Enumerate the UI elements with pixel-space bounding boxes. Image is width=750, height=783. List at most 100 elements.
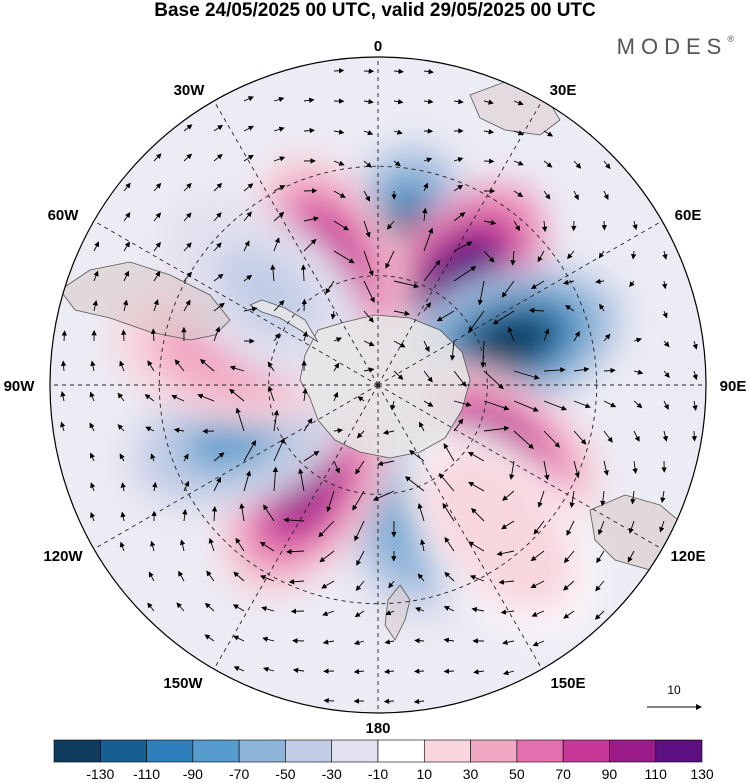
wind-arrow	[333, 220, 349, 231]
wind-arrow	[628, 520, 635, 534]
anomaly-shade-neg-60e	[472, 317, 547, 367]
wind-arrow	[467, 451, 485, 462]
wind-arrow	[302, 388, 308, 402]
vector-reference-label: 10	[667, 683, 681, 697]
wind-arrow	[417, 573, 425, 582]
wind-arrow	[513, 370, 540, 380]
wind-arrow	[404, 476, 425, 492]
colorbar-swatch	[53, 739, 101, 763]
wind-arrow	[573, 331, 580, 342]
wind-arrow	[363, 250, 374, 277]
wind-arrow	[595, 278, 605, 285]
colorbar	[53, 739, 703, 763]
wind-arrow	[60, 360, 67, 372]
wind-arrow	[630, 250, 637, 260]
wind-arrow	[213, 153, 223, 162]
wind-arrow	[183, 124, 193, 132]
wind-arrow	[117, 392, 125, 402]
wind-arrow	[90, 511, 96, 522]
wind-arrow	[423, 98, 434, 105]
wind-arrow	[323, 698, 335, 704]
wind-arrow	[213, 452, 225, 462]
colorbar-swatch	[377, 739, 425, 763]
wind-arrow	[453, 418, 464, 432]
wind-arrow	[333, 68, 345, 74]
wind-arrow	[326, 490, 335, 513]
meridian-line	[93, 384, 379, 550]
wind-arrow	[599, 303, 605, 312]
wind-arrow	[261, 606, 275, 612]
wind-arrow	[213, 326, 221, 342]
wind-arrow	[537, 490, 545, 508]
wind-arrow	[303, 216, 319, 222]
meridian-line	[93, 220, 379, 386]
wind-arrow	[273, 437, 285, 462]
lon-label-150w: 150W	[163, 675, 203, 692]
wind-arrow	[501, 280, 515, 298]
wind-arrow	[503, 669, 515, 676]
wind-arrow	[543, 190, 551, 200]
wind-arrow	[363, 310, 374, 323]
wind-arrow	[413, 698, 425, 705]
wind-arrow	[352, 490, 365, 511]
wind-arrow	[235, 407, 245, 432]
wind-arrow	[147, 602, 155, 612]
wind-arrow	[89, 452, 95, 462]
wind-arrow	[444, 571, 455, 582]
wind-arrow	[213, 212, 222, 222]
wind-arrow	[384, 639, 395, 645]
map-boundary	[49, 56, 707, 714]
colorbar-tick-label: -70	[229, 766, 250, 782]
wind-arrow	[573, 430, 587, 445]
wind-arrow	[420, 539, 426, 552]
wind-arrow	[322, 610, 335, 617]
wind-arrow	[468, 541, 485, 552]
wind-arrow	[513, 130, 524, 136]
wind-arrow	[573, 400, 591, 409]
wind-arrow	[633, 400, 643, 409]
wind-arrow	[123, 241, 130, 252]
lon-label-180: 180	[365, 720, 390, 737]
wind-arrow	[453, 241, 473, 252]
wind-arrow	[632, 460, 638, 474]
wind-arrow	[543, 430, 561, 448]
meridian-line	[377, 384, 663, 550]
wind-arrow	[270, 264, 276, 282]
wind-arrow	[632, 220, 638, 231]
colorbar-swatch	[470, 739, 518, 763]
wind-arrow	[213, 124, 224, 132]
wind-arrow	[363, 98, 374, 105]
wind-arrow	[438, 473, 455, 492]
page-title: Base 24/05/2025 00 UTC, valid 29/05/2025…	[154, 0, 596, 21]
wind-arrow	[204, 634, 215, 642]
wind-arrow	[267, 361, 275, 372]
wind-arrow	[662, 250, 668, 260]
wind-arrow	[468, 310, 485, 333]
wind-arrow	[498, 579, 515, 585]
wind-arrow	[206, 570, 215, 582]
vector-reference-key: 10	[647, 683, 702, 710]
colorbar-tick-label: 50	[509, 766, 525, 782]
wind-arrow	[471, 606, 485, 613]
wind-arrow	[173, 427, 185, 433]
wind-arrow	[354, 610, 365, 618]
colorbar-tick-label: -110	[133, 766, 161, 782]
longitude-labels: 0 180 90W 90E 30W 30E 60W 60E 120W 120E …	[4, 38, 747, 737]
colorbar-swatch	[655, 739, 703, 763]
colorbar-swatch	[192, 739, 240, 763]
wind-arrow	[543, 160, 553, 168]
wind-arrow	[595, 580, 605, 592]
wind-arrow	[263, 504, 275, 522]
wind-arrow	[496, 550, 515, 557]
wind-arrow	[453, 400, 472, 407]
wind-arrow	[183, 299, 191, 312]
wind-arrow	[233, 571, 245, 582]
wind-arrow	[93, 241, 100, 252]
wind-arrow	[333, 129, 345, 135]
wind-arrow	[144, 394, 155, 402]
wind-arrow	[385, 610, 395, 616]
lon-label-30e: 30E	[550, 82, 577, 99]
wind-arrow	[243, 211, 252, 222]
wind-arrow	[176, 602, 185, 612]
wind-arrow	[662, 310, 668, 319]
